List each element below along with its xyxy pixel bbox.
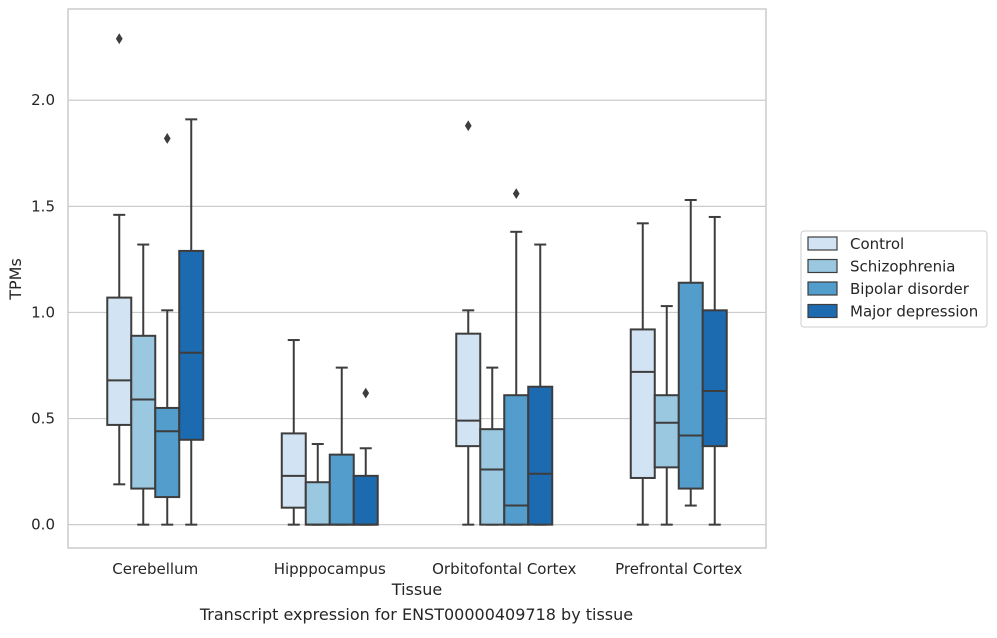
box-iqr: [154, 406, 181, 499]
y-tick-label: 2.0: [31, 91, 55, 109]
legend-label: Schizophrenia: [850, 258, 955, 276]
box-bipolar-disorder: [328, 366, 355, 526]
box-schizophrenia: [304, 443, 331, 526]
box-schizophrenia: [130, 243, 157, 526]
box-iqr: [701, 309, 728, 448]
x-tick-label: Hipppocampus: [274, 560, 386, 578]
box-control: [280, 339, 307, 526]
y-axis-label: TPMs: [6, 258, 25, 301]
box-major-depression: [701, 215, 728, 526]
box-iqr: [106, 296, 133, 426]
box-iqr: [328, 453, 355, 526]
outlier-point: [362, 387, 370, 399]
legend: Control Schizophrenia Bipolar disorder Majo…: [800, 230, 988, 328]
y-tick-label: 0.0: [31, 516, 55, 534]
box-iqr: [527, 385, 554, 526]
box-iqr: [304, 481, 331, 526]
box-iqr: [455, 332, 482, 448]
box-iqr: [677, 281, 704, 490]
legend-label: Bipolar disorder: [850, 280, 970, 298]
box-iqr: [352, 474, 379, 526]
figure-caption: Transcript expression for ENST0000040971…: [199, 605, 634, 624]
x-tick-label: Prefrontal Cortex: [615, 560, 742, 578]
box-bipolar-disorder: [503, 188, 530, 526]
box-iqr: [130, 334, 157, 490]
legend-frame: [800, 230, 988, 328]
legend-label: Control: [850, 235, 904, 253]
box-iqr: [479, 428, 506, 526]
plot-frame: [67, 8, 767, 549]
legend-swatch: [807, 236, 838, 251]
outlier-point: [163, 133, 171, 144]
x-axis-label: Tissue: [391, 580, 442, 599]
y-tick-label: 1.0: [31, 303, 55, 321]
box-iqr: [178, 249, 205, 441]
box-control: [455, 120, 482, 526]
box-schizophrenia: [653, 305, 680, 526]
y-tick-label: 1.5: [31, 197, 55, 215]
legend-swatch: [807, 258, 838, 274]
box-series-group: [106, 33, 728, 526]
box-major-depression: [352, 387, 379, 526]
outlier-point: [512, 188, 520, 200]
box-iqr: [280, 432, 307, 509]
outlier-point: [464, 120, 472, 132]
legend-swatch: [807, 281, 838, 296]
y-tick-label: 0.5: [31, 410, 55, 428]
outlier-point: [115, 33, 123, 45]
legend-label: Major depression: [850, 303, 978, 321]
x-axis-ticks: Cerebellum Hipppocampus Orbitofontal Corte…: [112, 560, 742, 578]
x-tick-label: Orbitofontal Cortex: [432, 560, 576, 578]
legend-swatch: [807, 303, 838, 319]
box-major-depression: [178, 118, 205, 526]
box-major-depression: [527, 243, 554, 526]
x-tick-label: Cerebellum: [112, 560, 198, 578]
box-iqr: [653, 394, 680, 469]
box-bipolar-disorder: [154, 133, 181, 526]
box-schizophrenia: [479, 366, 506, 526]
box-control: [106, 33, 133, 486]
box-iqr: [629, 328, 656, 479]
y-axis-ticks: 0.0 0.5 1.0 1.5 2.0: [31, 91, 55, 533]
